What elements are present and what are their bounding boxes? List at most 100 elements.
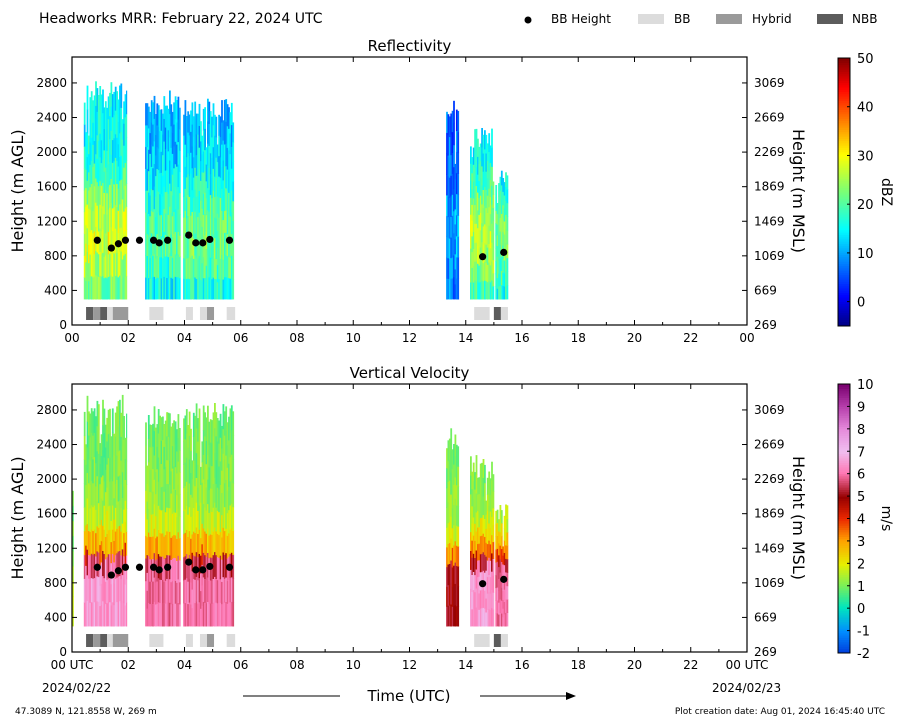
echo-cell [149,558,152,582]
echo-cell [107,141,110,165]
echo-cell [454,239,457,255]
echo-cell [113,91,116,116]
echo-cell [195,477,198,503]
echo-cell [200,279,202,300]
colorbar-slice [838,120,850,124]
echo-cell [155,515,157,539]
echo-cell [124,563,127,585]
echo-cell [457,131,460,154]
echo-cell [503,564,506,578]
echo-cell [170,169,173,192]
echo-cell [489,145,492,163]
bb-height-point [93,236,101,244]
echo-cell [188,196,191,218]
echo-cell [169,183,171,207]
echo-cell [123,509,125,534]
colorbar-slice [838,149,850,153]
echo-cell [103,456,106,482]
echo-cell [232,602,235,627]
echo-cell [190,472,192,495]
echo-cell [474,242,476,262]
echo-cell [471,557,474,575]
bb-type-bar [199,634,207,647]
echo-cell [117,576,120,602]
echo-cell [124,584,127,606]
bb-type-bar [226,634,236,647]
echo-cell [113,476,116,499]
echo-cell [205,533,208,557]
time-arrow-head [566,692,576,700]
echo-cell [145,422,147,446]
echo-cell [103,235,106,257]
colorbar-slice [838,538,850,542]
y-right-tick-label: 2669 [754,438,785,452]
echo-cell [228,416,230,441]
echo-cell [162,602,164,627]
echo-cell [453,484,455,505]
echo-cell [153,406,156,432]
echo-cell [486,543,489,561]
echo-cell [187,236,190,258]
echo-cell [90,91,93,115]
echo-cell [103,408,106,434]
echo-cell [209,111,212,133]
echo-cell [222,576,225,602]
echo-cell [482,570,485,590]
echo-cell [502,218,505,233]
echo-cell [173,255,175,278]
echo-cell [116,479,118,505]
colorbar-slice [838,279,850,282]
x-tick-label: 12 [402,658,417,672]
y-right-tick-label: 669 [754,610,777,624]
echo-cell [157,105,160,128]
echo-cell [170,493,173,516]
echo-cell [149,278,152,300]
echo-cell [146,590,149,609]
echo-cell [153,577,156,602]
echo-cell [479,229,482,248]
time-axis-label: Time (UTC) [367,687,451,705]
echo-cell [171,236,174,258]
echo-cell [117,254,120,278]
echo-cell [121,497,124,524]
echo-cell [89,209,92,233]
echo-cell [109,276,111,300]
echo-cell [176,582,178,605]
echo-cell [183,418,185,442]
echo-cell [96,526,99,552]
echo-cell [90,480,93,506]
colorbar-slice [838,648,850,652]
echo-cell [92,435,95,460]
echo-cell [475,474,478,494]
echo-cell [169,437,171,461]
echo-cell [214,135,216,157]
echo-cell [207,577,209,602]
echo-cell [225,577,228,602]
echo-cell [207,405,209,431]
echo-cell [183,135,185,157]
echo-cell [157,505,160,530]
echo-cell [211,116,213,138]
echo-cell [205,181,208,199]
echo-cell [147,555,150,580]
echo-cell [484,167,486,187]
echo-cell [470,248,472,266]
echo-cell [192,602,195,627]
echo-cell [116,455,118,480]
colorbar-slice [838,285,850,289]
echo-cell [221,232,223,256]
echo-cell [107,186,110,210]
colorbar-slice [838,252,850,256]
echo-cell [474,506,476,524]
echo-cell [205,440,208,465]
echo-cell [159,485,161,510]
echo-cell [176,232,178,256]
echo-cell [496,561,499,575]
echo-cell [477,227,479,246]
echo-cell [446,547,448,568]
echo-cell [208,189,211,212]
echo-cell [492,592,495,610]
echo-cell [454,269,457,285]
echo-cell [145,103,147,126]
echo-cell [102,112,104,137]
